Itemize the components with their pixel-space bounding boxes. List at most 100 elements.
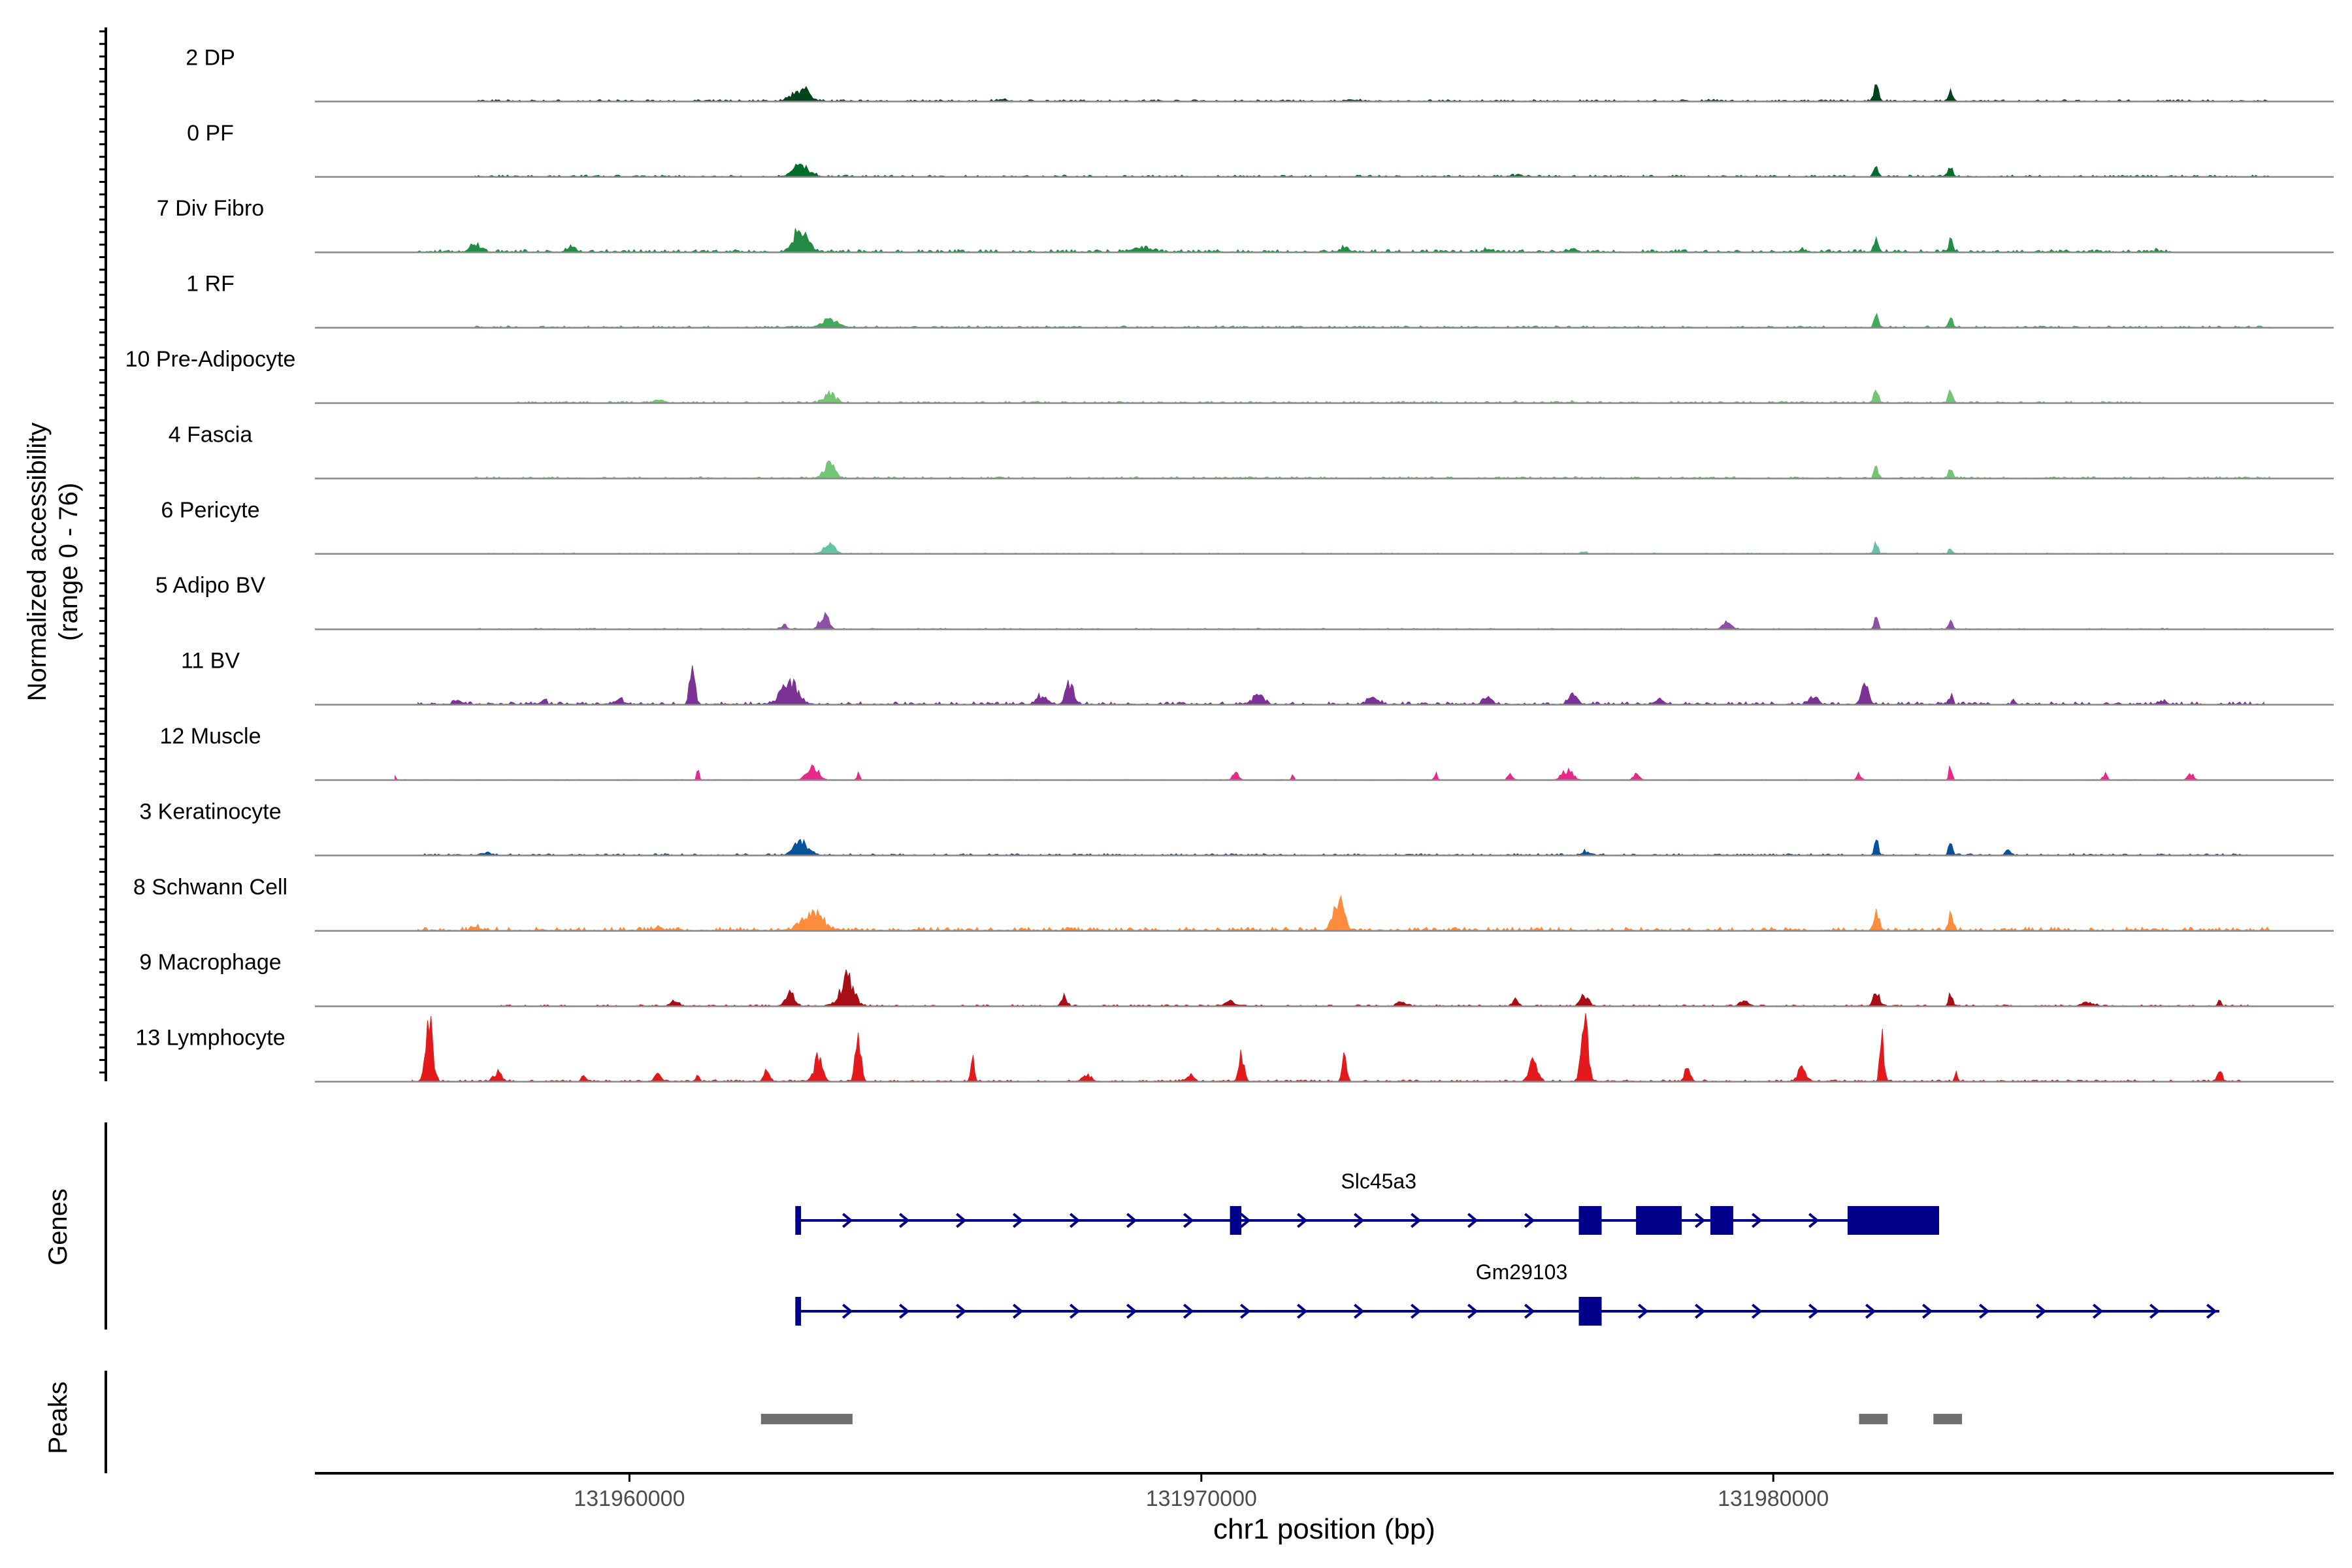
strand-arrow [1354, 1213, 1365, 1228]
gene-exon [1578, 1206, 1602, 1235]
gene-annotation-track: Slc45a3 Gm29103 [795, 1169, 2219, 1326]
strand-arrow [1126, 1303, 1137, 1319]
coverage-track: 13 Lymphocyte [135, 1013, 2334, 1083]
strand-arrow [2036, 1303, 2047, 1319]
coverage-y-axis [99, 27, 107, 1081]
strand-arrow [2206, 1303, 2217, 1319]
gene-model: Slc45a3 [795, 1169, 1939, 1235]
track-label: 12 Muscle [160, 724, 261, 749]
track-label: 5 Adipo BV [155, 573, 266, 598]
x-tick-label: 131970000 [1146, 1486, 1257, 1511]
track-label: 9 Macrophage [139, 950, 281, 975]
strand-arrow [1922, 1303, 1933, 1319]
gene-name-label: Gm29103 [1476, 1260, 1568, 1284]
strand-arrow [1467, 1303, 1478, 1319]
strand-arrow [1240, 1213, 1251, 1228]
coverage-track: 4 Fascia [169, 422, 2334, 480]
gene-model: Gm29103 [795, 1260, 2219, 1326]
gene-exon [1710, 1206, 1733, 1235]
x-axis-title: chr1 position (bp) [1213, 1513, 1435, 1545]
track-label: 4 Fascia [169, 422, 253, 447]
strand-arrow [1752, 1213, 1763, 1228]
strand-arrow [842, 1303, 853, 1319]
strand-arrow [1013, 1213, 1024, 1228]
track-label: 0 PF [187, 121, 234, 146]
track-label: 6 Pericyte [161, 498, 259, 523]
coverage-track: 2 DP [186, 45, 2334, 103]
coverage-track: 7 Div Fibro [157, 196, 2334, 253]
coverage-area [474, 312, 2270, 329]
strand-arrow [1411, 1213, 1422, 1228]
track-label: 1 RF [186, 272, 235, 297]
peaks-track-label: Peaks [44, 1381, 73, 1454]
coverage-area [474, 163, 2270, 178]
track-label: 10 Pre-Adipocyte [125, 347, 296, 372]
strand-arrow [1638, 1303, 1649, 1319]
strand-arrow [1354, 1303, 1365, 1319]
strand-arrow [1297, 1213, 1308, 1228]
coverage-area [474, 460, 2270, 480]
strand-arrow [1808, 1303, 1820, 1319]
coverage-track: 5 Adipo BV [155, 573, 2334, 630]
gene-exon [1847, 1206, 1939, 1235]
gene-exon [795, 1206, 802, 1235]
strand-arrow [1183, 1213, 1194, 1228]
track-label: 11 BV [181, 649, 240, 674]
strand-arrow [1979, 1303, 1990, 1319]
coverage-area [417, 665, 2264, 706]
strand-arrow [1240, 1303, 1251, 1319]
coverage-area [497, 969, 2249, 1007]
coverage-track: 12 Muscle [160, 724, 2334, 781]
strand-arrow [1752, 1303, 1763, 1319]
gene-exon [1636, 1206, 1682, 1235]
coverage-track: 11 BV [181, 649, 2334, 706]
track-label: 2 DP [186, 45, 235, 70]
coverage-area [417, 838, 2247, 857]
peak-regions-track [760, 1414, 1963, 1424]
strand-arrow [1297, 1303, 1308, 1319]
coverage-area [474, 540, 2270, 555]
coverage-area [514, 389, 2146, 404]
track-label: 8 Schwann Cell [133, 875, 287, 900]
strand-arrow [1013, 1303, 1024, 1319]
strand-arrow [1467, 1213, 1478, 1228]
coverage-area [395, 764, 2225, 781]
coverage-tracks: 2 DP 0 PF 7 Div Fibro 1 RF 10 Pre-Adipocyte 4… [125, 45, 2334, 1083]
track-label: 3 Keratinocyte [139, 799, 281, 824]
strand-arrow [1524, 1303, 1535, 1319]
coverage-area [417, 228, 2174, 253]
strand-arrow [1695, 1303, 1706, 1319]
strand-arrow [956, 1213, 967, 1228]
track-label: 13 Lymphocyte [135, 1026, 285, 1051]
coverage-area [474, 612, 2270, 630]
peak-region [1859, 1414, 1888, 1424]
genes-track-label: Genes [44, 1188, 73, 1266]
x-tick-label: 131960000 [574, 1486, 685, 1511]
track-label: 7 Div Fibro [157, 196, 264, 221]
x-tick-label: 131980000 [1718, 1486, 1829, 1511]
strand-arrow [1695, 1213, 1706, 1228]
coverage-track: 0 PF [187, 121, 2334, 178]
coverage-area [412, 1013, 2242, 1083]
coverage-track: 6 Pericyte [161, 498, 2334, 555]
coverage-track: 9 Macrophage [139, 950, 2334, 1007]
strand-arrow [1865, 1303, 1876, 1319]
coverage-track: 10 Pre-Adipocyte [125, 347, 2334, 404]
gene-exon [1578, 1297, 1602, 1326]
strand-arrow [2093, 1303, 2104, 1319]
strand-arrow [842, 1213, 853, 1228]
strand-arrow [2149, 1303, 2161, 1319]
y-axis-range-label: (range 0 - 76) [54, 483, 83, 641]
strand-arrow [1126, 1213, 1137, 1228]
gene-name-label: Slc45a3 [1341, 1169, 1416, 1193]
strand-arrow [1070, 1303, 1081, 1319]
strand-arrow [956, 1303, 967, 1319]
coverage-track: 1 RF [186, 272, 2334, 329]
coverage-track: 8 Schwann Cell [133, 875, 2334, 932]
coverage-area [417, 894, 2271, 932]
gene-exon [1230, 1206, 1242, 1235]
strand-arrow [1411, 1303, 1422, 1319]
strand-arrow [1808, 1213, 1820, 1228]
coverage-track: 3 Keratinocyte [139, 799, 2334, 857]
